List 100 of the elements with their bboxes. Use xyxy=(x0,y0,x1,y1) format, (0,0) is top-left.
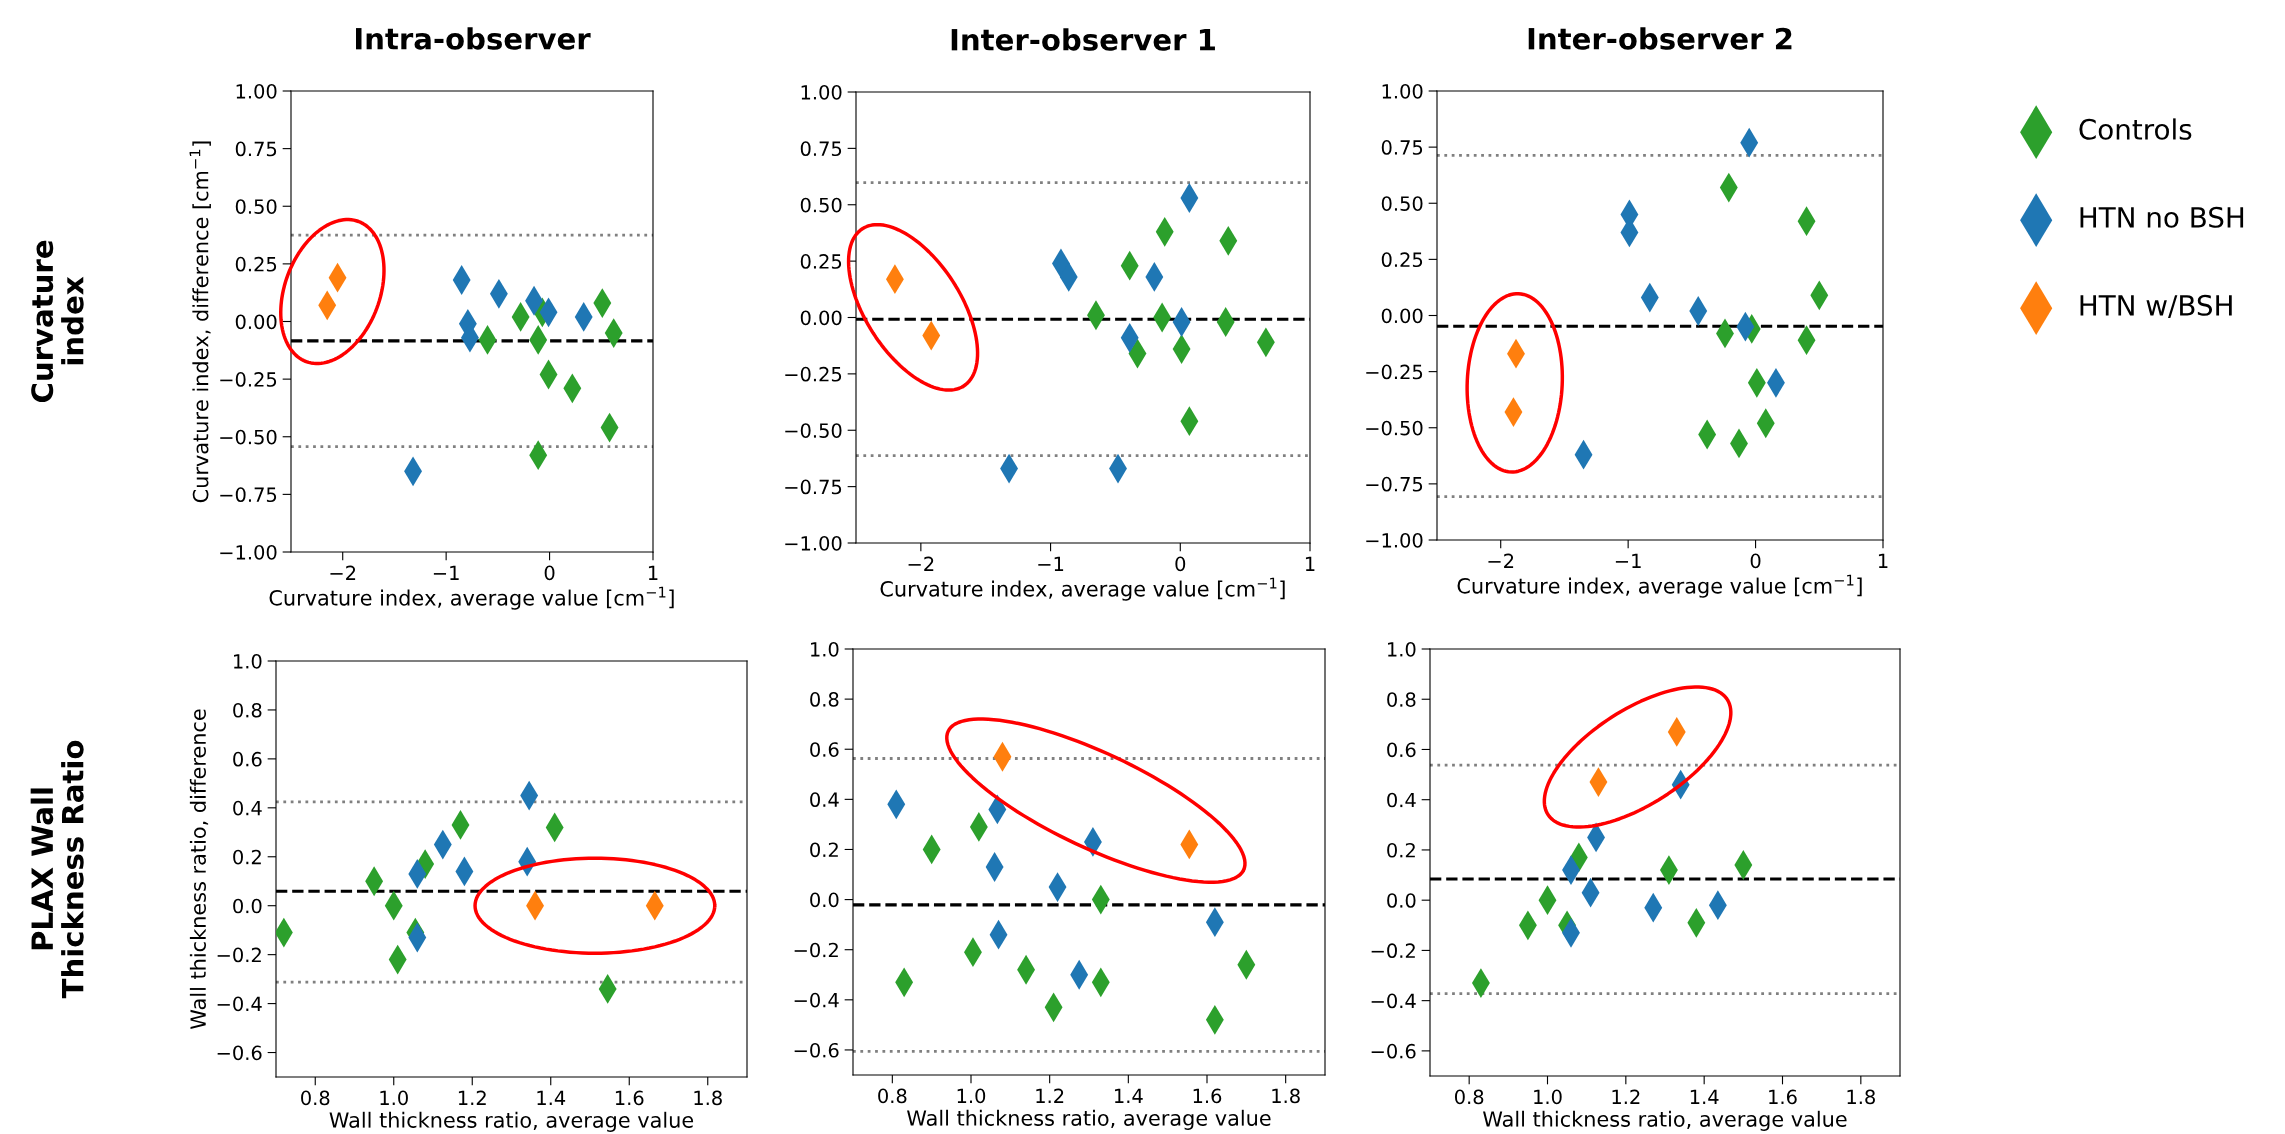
x-tick-label: 0 xyxy=(544,565,555,581)
x-tick-label: 1.4 xyxy=(1115,1088,1143,1103)
y-tick-label: 0.4 xyxy=(810,792,839,808)
y-tick-label: 0.00 xyxy=(1381,308,1423,324)
y-tick-label: −0.6 xyxy=(794,1042,839,1058)
x-tick-label: 1.2 xyxy=(458,1090,486,1105)
y-tick-label: −0.4 xyxy=(217,996,262,1012)
y-tick-label: 0.8 xyxy=(810,692,839,707)
x-tick-label: 1 xyxy=(1305,556,1315,571)
x-tick-label: 1.6 xyxy=(615,1090,644,1106)
y-tick-label: 0.25 xyxy=(235,256,277,272)
x-tick-label: 1.0 xyxy=(957,1088,986,1104)
y-tick-label: 1.0 xyxy=(1388,641,1416,657)
y-tick-label: −0.50 xyxy=(220,429,277,445)
chart-title: Inter-observer 1 xyxy=(951,28,1215,51)
y-tick-label: 0.50 xyxy=(235,199,277,214)
y-tick-label: 1.0 xyxy=(234,653,262,669)
legend-label: Controls xyxy=(2079,118,2192,140)
y-tick-label: 0.50 xyxy=(1381,196,1423,211)
y-tick-label: 1.00 xyxy=(801,84,842,100)
x-tick-label: 1 xyxy=(648,565,658,580)
y-tick-label: −0.6 xyxy=(217,1045,262,1061)
y-tick-label: −0.75 xyxy=(1366,476,1423,492)
y-tick-label: −0.25 xyxy=(1366,364,1423,380)
y-tick-label: −0.4 xyxy=(794,992,839,1008)
x-axis-title: Curvature index, average value [cm$^{−1}$] xyxy=(269,586,674,610)
x-tick-label: 1.6 xyxy=(1193,1088,1222,1104)
y-tick-label: −0.25 xyxy=(785,366,842,382)
y-tick-label: 0.6 xyxy=(810,742,839,757)
x-tick-label: −1 xyxy=(1038,556,1064,571)
x-tick-label: 1.4 xyxy=(1690,1089,1719,1104)
x-tick-label: 1.0 xyxy=(1534,1089,1562,1105)
text: Curvature index xyxy=(31,240,84,403)
x-tick-label: 1 xyxy=(1878,553,1888,568)
x-tick-label: 0.8 xyxy=(878,1088,907,1104)
chart-title: Intra-observer xyxy=(356,27,591,50)
x-tick-label: 0 xyxy=(1175,556,1186,572)
x-axis-title: Curvature index, average value [cm$^{−1}$] xyxy=(880,577,1285,601)
y-tick-label: −1.00 xyxy=(785,535,842,551)
y-tick-label: 1.0 xyxy=(811,641,839,657)
legend-label: HTN no BSH xyxy=(2080,206,2244,228)
y-tick-label: −1.00 xyxy=(220,544,277,560)
y-tick-label: 0.2 xyxy=(1387,842,1415,858)
y-tick-label: 0.2 xyxy=(810,842,838,858)
y-tick-label: 0.8 xyxy=(233,702,262,718)
y-tick-label: 0.50 xyxy=(800,197,842,213)
y-tick-label: 0.0 xyxy=(1387,893,1416,908)
y-tick-label: −1.00 xyxy=(1366,532,1423,548)
y-tick-label: 0.25 xyxy=(1381,252,1423,268)
text: PLAX Wall Thickness Ratio xyxy=(30,740,84,999)
y-tick-label: 0.75 xyxy=(1381,140,1423,155)
x-tick-label: 1.0 xyxy=(380,1090,408,1106)
y-tick-label: 0.4 xyxy=(233,800,262,816)
y-tick-label: 0.2 xyxy=(233,849,261,865)
y-tick-label: 0.6 xyxy=(233,751,262,767)
x-tick-label: 1.8 xyxy=(694,1090,722,1106)
x-axis-title: Wall thickness ratio, average value xyxy=(1483,1110,1847,1131)
x-tick-label: −1 xyxy=(1615,553,1641,568)
y-tick-label: 1.00 xyxy=(1382,83,1423,99)
y-tick-label: −0.50 xyxy=(785,423,842,438)
x-tick-label: 1.4 xyxy=(537,1090,566,1105)
x-tick-label: 1.8 xyxy=(1272,1088,1300,1104)
y-tick-label: −0.2 xyxy=(794,942,838,958)
y-tick-label: −0.50 xyxy=(1366,420,1423,436)
x-axis-title: Wall thickness ratio, average value xyxy=(907,1109,1271,1130)
x-tick-label: 0.8 xyxy=(301,1090,330,1106)
y-tick-label: −0.75 xyxy=(220,487,277,503)
y-tick-label: −0.6 xyxy=(1371,1043,1416,1059)
y-tick-label: 0.75 xyxy=(235,141,277,157)
y-axis-title: Curvature index, difference [cm$^{−1}$] xyxy=(189,141,211,503)
x-tick-label: −1 xyxy=(433,565,459,580)
legend-label: HTN w/BSH xyxy=(2080,294,2232,319)
y-tick-label: −0.75 xyxy=(785,479,842,495)
y-tick-label: 0.4 xyxy=(1387,792,1416,808)
y-tick-label: 0.00 xyxy=(235,314,277,330)
x-axis-title: Wall thickness ratio, average value xyxy=(329,1111,694,1132)
x-tick-label: −2 xyxy=(1488,553,1514,568)
x-tick-label: 1.6 xyxy=(1769,1089,1797,1105)
y-tick-label: 0.6 xyxy=(1387,742,1416,758)
y-tick-label: 0.8 xyxy=(1387,692,1416,707)
x-tick-label: 1.2 xyxy=(1036,1088,1064,1103)
y-tick-label: 1.00 xyxy=(236,83,277,99)
y-tick-label: 0.0 xyxy=(810,892,839,908)
x-tick-label: 0 xyxy=(1750,553,1761,569)
x-axis-title: Curvature index, average value [cm$^{−1}$] xyxy=(1457,574,1862,598)
x-tick-label: 1.8 xyxy=(1847,1089,1875,1105)
x-tick-label: −2 xyxy=(330,565,356,580)
chart-title: Inter-observer 2 xyxy=(1528,27,1792,50)
y-tick-label: 0.75 xyxy=(800,141,842,157)
y-tick-label: 0.00 xyxy=(800,310,842,326)
y-tick-label: −0.25 xyxy=(220,372,277,387)
y-tick-label: 0.0 xyxy=(233,898,262,914)
y-tick-label: 0.25 xyxy=(800,254,842,269)
x-tick-label: −2 xyxy=(908,556,934,571)
x-tick-label: 0.8 xyxy=(1454,1089,1484,1105)
y-axis-title: Wall thickness ratio, difference xyxy=(189,709,209,1030)
x-tick-label: 1.2 xyxy=(1612,1089,1640,1104)
y-tick-label: −0.2 xyxy=(217,947,261,963)
y-tick-label: −0.4 xyxy=(1371,993,1416,1009)
y-tick-label: −0.2 xyxy=(1371,943,1415,959)
